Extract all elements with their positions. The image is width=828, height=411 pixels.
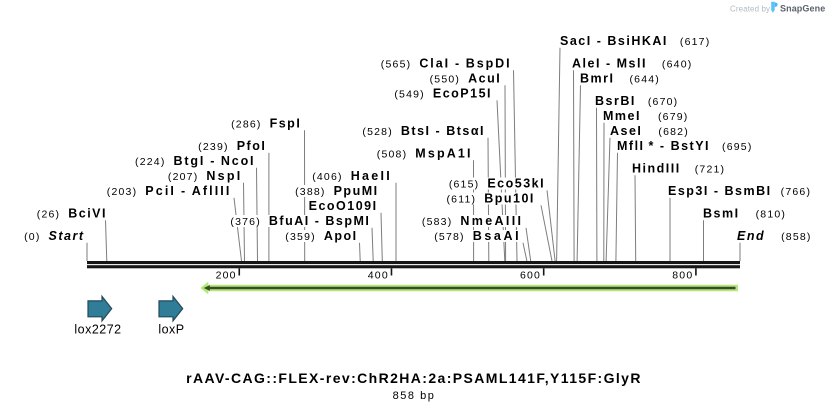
svg-text:(583)NmeAIII: (583) NmeAIII [422, 214, 524, 228]
svg-text:SnapGene: SnapGene [780, 4, 825, 14]
svg-text:SacI-BsiHKAI(617): SacI - BsiHKAI (617) [560, 34, 710, 48]
svg-text:(528)BtsI-BtsαI: (528) BtsI - BtsαI [362, 124, 485, 138]
svg-text:MflI *-BstYI(695): MflI * - BstYI (695) [617, 139, 753, 153]
svg-text:AleI-MslI(640): AleI - MslI (640) [572, 57, 692, 71]
svg-text:(578)BsaAI: (578) BsaAI [434, 229, 521, 243]
svg-text:(286)FspI: (286) FspI [231, 117, 301, 131]
svg-text:(224)BtgI-NcoI: (224) BtgI - NcoI [135, 154, 255, 168]
svg-text:AseI(682): AseI (682) [610, 124, 689, 138]
svg-text:lox2272: lox2272 [74, 323, 121, 337]
svg-text:(0)Start: (0) Start [24, 229, 84, 243]
svg-text:MmeI(679): MmeI (679) [603, 109, 688, 123]
svg-text:(406)HaeII: (406) HaeII [312, 169, 392, 183]
svg-text:(203)PciI-AflIII: (203) PciI - AflIII [107, 184, 232, 198]
svg-text:BmrI(644): BmrI (644) [580, 72, 660, 86]
svg-text:200: 200 [216, 270, 237, 282]
svg-text:(615)Eco53kI: (615) Eco53kI [449, 177, 545, 191]
svg-text:(239)PfoI: (239) PfoI [198, 139, 266, 153]
svg-text:(508)MspA1I: (508) MspA1I [377, 147, 473, 161]
svg-text:(207)NspI: (207) NspI [168, 169, 243, 183]
svg-text:BsrBI(670): BsrBI (670) [595, 94, 678, 108]
svg-text:400: 400 [368, 270, 389, 282]
svg-text:(565)ClaI-BspDI: (565) ClaI - BspDI [381, 57, 512, 71]
svg-text:858 bp: 858 bp [393, 390, 436, 402]
svg-text:(388)PpuMI: (388) PpuMI [295, 184, 379, 198]
svg-text:End(858): End (858) [737, 229, 812, 243]
svg-text:(550)AcuI: (550) AcuI [430, 72, 502, 86]
svg-text:HindIII(721): HindIII (721) [632, 162, 725, 176]
svg-text:(376)BfuAI-BspMI: (376) BfuAI - BspMI [230, 214, 370, 228]
svg-text:Esp3I-BsmBI(766): Esp3I - BsmBI (766) [668, 184, 811, 198]
svg-text:(611)Bpu10I: (611) Bpu10I [446, 192, 534, 206]
svg-text:BsmI(810): BsmI (810) [703, 207, 786, 221]
svg-text:EcoO109I: EcoO109I [309, 199, 378, 213]
svg-text:rAAV-CAG::FLEX-rev:ChR2HA:2a:P: rAAV-CAG::FLEX-rev:ChR2HA:2a:PSAML141F,Y… [186, 370, 642, 386]
svg-text:800: 800 [672, 270, 693, 282]
svg-text:loxP: loxP [158, 323, 184, 337]
svg-text:Created by: Created by [730, 4, 770, 13]
svg-text:600: 600 [520, 270, 541, 282]
svg-text:(549)EcoP15I: (549) EcoP15I [394, 87, 492, 101]
svg-text:(26)BciVI: (26) BciVI [37, 207, 107, 221]
svg-text:(359)ApoI: (359) ApoI [285, 229, 357, 243]
